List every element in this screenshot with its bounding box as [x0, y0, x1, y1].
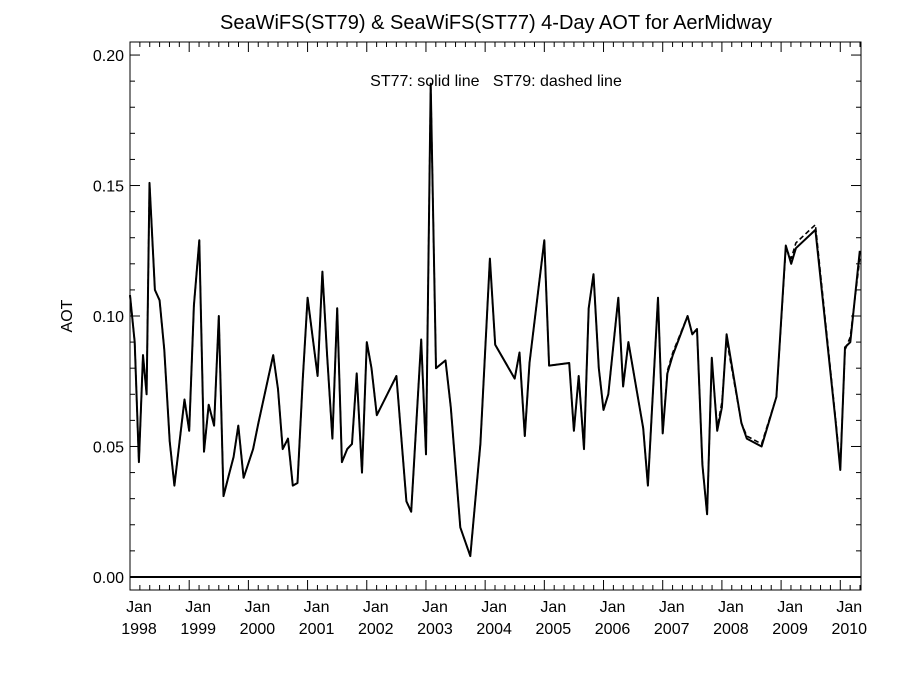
x-tick-label-year: 2004 — [476, 621, 512, 638]
x-tick-label-year: 1999 — [180, 621, 216, 638]
x-tick-label-month: Jan — [718, 599, 744, 616]
x-tick-label-month: Jan — [363, 599, 389, 616]
x-tick-label-year: 2005 — [536, 621, 572, 638]
x-tick-label-year: 2009 — [772, 621, 808, 638]
x-tick-label-month: Jan — [244, 599, 270, 616]
y-tick-label: 0.20 — [93, 48, 124, 65]
x-tick-label-year: 1998 — [121, 621, 157, 638]
x-tick-label-month: Jan — [600, 599, 626, 616]
plot-frame — [129, 41, 862, 591]
x-tick-label-month: Jan — [126, 599, 152, 616]
x-tick-label-year: 2008 — [713, 621, 749, 638]
y-tick-label: 0.15 — [93, 179, 124, 196]
x-tick-label-month: Jan — [304, 599, 330, 616]
series-style-annotation: ST77: solid line ST79: dashed line — [370, 73, 622, 90]
x-tick-label-month: Jan — [185, 599, 211, 616]
x-tick-label-year: 2007 — [654, 621, 690, 638]
x-tick-label-month: Jan — [777, 599, 803, 616]
x-tick-label-month: Jan — [836, 599, 862, 616]
x-tick-label-year: 2002 — [358, 621, 394, 638]
x-tick-label-month: Jan — [422, 599, 448, 616]
x-tick-label-year: 2001 — [299, 621, 335, 638]
series-line-solid — [129, 82, 861, 558]
x-tick-label-year: 2000 — [240, 621, 276, 638]
x-tick-label-year: 2010 — [831, 621, 867, 638]
series-line-dashed — [129, 83, 861, 557]
x-tick-label-year: 2006 — [595, 621, 631, 638]
y-tick-label: 0.10 — [93, 309, 124, 326]
chart-title: SeaWiFS(ST79) & SeaWiFS(ST77) 4-Day AOT … — [220, 12, 772, 34]
x-tick-label-year: 2003 — [417, 621, 453, 638]
x-tick-label-month: Jan — [540, 599, 566, 616]
y-tick-label: 0.05 — [93, 439, 124, 456]
y-tick-label: 0.00 — [93, 570, 124, 587]
y-axis-label: AOT — [59, 299, 76, 332]
x-tick-label-month: Jan — [481, 599, 507, 616]
x-tick-label-month: Jan — [659, 599, 685, 616]
